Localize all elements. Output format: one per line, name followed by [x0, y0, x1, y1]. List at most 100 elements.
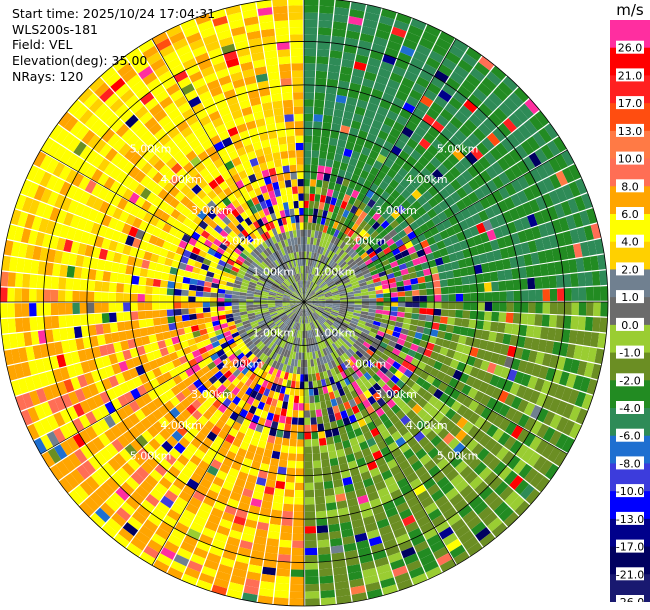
- velocity-gate: [192, 173, 204, 184]
- velocity-gate: [301, 280, 304, 288]
- velocity-gate: [351, 189, 360, 199]
- velocity-gate: [319, 5, 334, 14]
- velocity-gate: [236, 325, 245, 332]
- velocity-gate: [471, 255, 481, 266]
- velocity-gate: [482, 372, 494, 384]
- velocity-gate: [229, 269, 238, 277]
- velocity-gate: [599, 270, 608, 286]
- velocity-gate: [21, 288, 30, 302]
- velocity-gate: [283, 247, 289, 255]
- velocity-gate: [304, 150, 312, 158]
- velocity-gate: [311, 321, 316, 329]
- velocity-gate: [304, 171, 311, 180]
- velocity-gate: [242, 249, 250, 257]
- velocity-gate: [304, 41, 317, 49]
- velocity-gate: [468, 113, 483, 128]
- velocity-gate: [317, 294, 325, 298]
- velocity-gate: [504, 490, 520, 506]
- velocity-gate: [167, 126, 180, 139]
- velocity-gate: [295, 352, 299, 360]
- velocity-gate: [422, 150, 435, 162]
- velocity-gate: [581, 193, 593, 210]
- velocity-gate: [231, 298, 239, 302]
- velocity-gate: [365, 64, 380, 75]
- velocity-gate: [181, 289, 189, 296]
- velocity-gate: [301, 323, 303, 331]
- velocity-gate: [378, 570, 394, 582]
- velocity-gate: [333, 479, 344, 488]
- velocity-gate: [200, 333, 210, 341]
- velocity-gate: [432, 168, 444, 181]
- velocity-gate: [263, 327, 271, 334]
- velocity-gate: [317, 539, 330, 548]
- velocity-gate: [372, 320, 381, 327]
- velocity-gate: [405, 521, 419, 533]
- velocity-gate: [568, 164, 582, 181]
- velocity-gate: [229, 491, 242, 502]
- velocity-gate: [536, 423, 550, 439]
- velocity-gate: [305, 273, 307, 281]
- velocity-gate: [492, 189, 504, 203]
- velocity-gate: [99, 87, 115, 103]
- velocity-gate: [160, 280, 169, 288]
- velocity-gate: [175, 246, 185, 256]
- velocity-gate: [110, 492, 125, 507]
- velocity-gate: [386, 238, 395, 247]
- velocity-gate: [96, 334, 106, 346]
- velocity-gate: [284, 209, 291, 217]
- velocity-gate: [523, 402, 536, 417]
- velocity-gate: [345, 453, 356, 463]
- velocity-gate: [389, 352, 398, 361]
- velocity-gate: [251, 398, 260, 408]
- velocity-gate: [239, 130, 250, 140]
- velocity-gate: [301, 309, 304, 317]
- velocity-gate: [252, 59, 266, 69]
- velocity-gate: [360, 265, 369, 273]
- velocity-gate: [304, 302, 312, 304]
- velocity-gate: [407, 330, 416, 338]
- velocity-gate: [98, 345, 109, 357]
- velocity-gate: [404, 172, 415, 184]
- velocity-gate: [305, 540, 317, 549]
- velocity-gate: [486, 424, 499, 438]
- velocity-gate: [337, 315, 345, 320]
- velocity-gate: [356, 434, 366, 444]
- velocity-gate: [439, 316, 448, 324]
- velocity-gate: [429, 351, 440, 361]
- velocity-gate: [279, 323, 286, 331]
- velocity-gate: [420, 424, 432, 436]
- velocity-gate: [241, 533, 255, 543]
- velocity-gate: [282, 437, 290, 446]
- velocity-gate: [222, 480, 234, 492]
- velocity-gate: [117, 62, 133, 77]
- velocity-gate: [203, 559, 219, 571]
- velocity-gate: [363, 325, 372, 332]
- velocity-gate: [334, 101, 346, 111]
- velocity-gate: [318, 437, 327, 446]
- velocity-gate: [389, 287, 398, 293]
- velocity-gate: [318, 305, 326, 308]
- velocity-gate: [136, 345, 146, 356]
- velocity-gate: [449, 166, 461, 179]
- velocity-gate: [284, 489, 295, 498]
- velocity-gate: [325, 277, 332, 284]
- velocity-gate: [446, 349, 456, 359]
- velocity-gate: [434, 302, 442, 309]
- velocity-gate: [387, 277, 396, 284]
- velocity-gate: [72, 418, 85, 433]
- velocity-gate: [444, 332, 453, 341]
- velocity-gate: [340, 335, 347, 343]
- velocity-gate: [523, 171, 536, 186]
- velocity-gate: [346, 211, 355, 221]
- velocity-gate: [338, 388, 346, 397]
- velocity-gate: [332, 28, 346, 38]
- velocity-gate: [272, 335, 279, 343]
- velocity-gate: [436, 371, 446, 381]
- velocity-gate: [108, 217, 119, 230]
- velocity-gate: [308, 200, 315, 209]
- velocity-gate: [275, 277, 283, 284]
- velocity-gate: [300, 265, 303, 274]
- velocity-gate: [301, 287, 304, 295]
- velocity-gate: [416, 184, 428, 195]
- velocity-gate: [520, 242, 531, 255]
